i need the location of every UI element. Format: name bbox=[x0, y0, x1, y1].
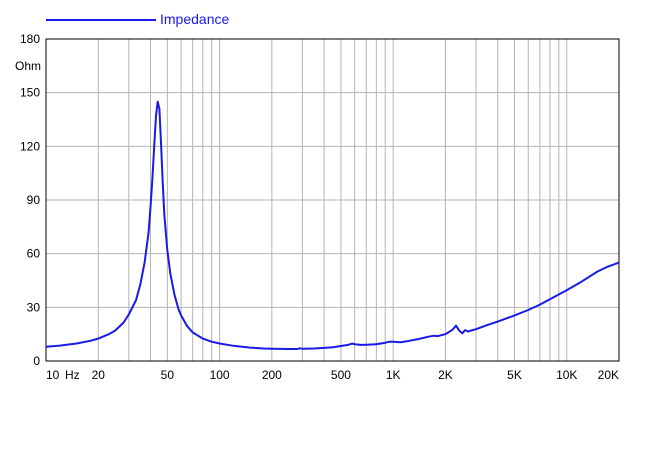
series-layer bbox=[45, 100, 620, 350]
x-tick-label: 10K bbox=[556, 368, 577, 382]
x-tick-label: 100 bbox=[210, 368, 230, 382]
x-tick-label: 50 bbox=[161, 368, 175, 382]
x-tick-label: 5K bbox=[507, 368, 522, 382]
x-tick-label: 2K bbox=[438, 368, 453, 382]
legend: Impedance bbox=[46, 11, 229, 27]
y-tick-label: 30 bbox=[27, 300, 41, 314]
x-tick-label: 20 bbox=[92, 368, 106, 382]
y-axis-unit-label: Ohm bbox=[15, 59, 41, 73]
plot-frame bbox=[45, 38, 620, 362]
x-tick-label: 20K bbox=[598, 368, 619, 382]
x-tick-labels: 10 20 50 100 200 500 1K 2K 5K 10K 20K bbox=[46, 368, 619, 382]
impedance-curve bbox=[45, 100, 620, 350]
legend-label-impedance: Impedance bbox=[160, 11, 229, 27]
y-tick-label: 90 bbox=[27, 193, 41, 207]
x-tick-label: 10 bbox=[46, 368, 60, 382]
y-tick-label: 0 bbox=[33, 354, 40, 368]
horizontal-gridlines bbox=[46, 92, 619, 308]
y-tick-label: 180 bbox=[20, 32, 40, 46]
x-tick-label: 1K bbox=[386, 368, 401, 382]
x-axis-unit-label: Hz bbox=[65, 368, 80, 382]
x-tick-label: 500 bbox=[331, 368, 351, 382]
y-tick-label: 120 bbox=[20, 139, 40, 153]
y-tick-label: 150 bbox=[20, 86, 40, 100]
y-tick-labels: 0 30 60 90 120 150 180 bbox=[20, 32, 40, 368]
x-tick-label: 200 bbox=[262, 368, 282, 382]
y-tick-label: 60 bbox=[27, 247, 41, 261]
